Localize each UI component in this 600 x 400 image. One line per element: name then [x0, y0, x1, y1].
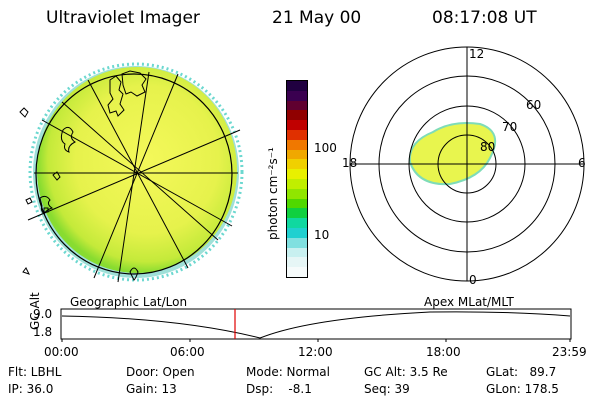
filter-status: Flt: LBHL	[8, 365, 62, 379]
colorbar-swatch	[287, 100, 307, 111]
time-tick-0600: 06:00	[170, 345, 205, 359]
colorbar-swatch	[287, 120, 307, 130]
glon-status: GLon: 178.5	[486, 382, 559, 396]
time-label: 08:17:08 UT	[432, 8, 537, 28]
mlt-label-18: 18	[342, 156, 357, 170]
date-label: 21 May 00	[272, 8, 362, 28]
polar-mlt-plot: 12 18 6 0 60 70 80	[342, 46, 586, 284]
gc-alt-status: GC Alt: 3.5 Re	[364, 365, 448, 379]
colorbar-swatch	[287, 81, 307, 91]
colorbar-swatch	[287, 247, 307, 258]
time-tick-2359: 23:59	[552, 345, 587, 359]
mlat-label-80: 80	[480, 140, 495, 154]
mlt-label-0: 0	[469, 273, 477, 284]
colorbar-swatch	[287, 198, 307, 209]
time-tick-1200: 12:00	[298, 345, 333, 359]
colorbar-tick-10: 10	[314, 228, 330, 242]
alt-panel-left-title: Geographic Lat/Lon	[70, 295, 188, 309]
colorbar-label: photon cm⁻²s⁻¹	[266, 147, 280, 240]
colorbar-swatch	[287, 90, 307, 101]
colorbar-tick-100: 100	[314, 141, 337, 155]
time-tick-0000: 00:00	[44, 345, 79, 359]
colorbar-swatch	[287, 169, 307, 179]
colorbar-swatch	[287, 178, 307, 189]
mlt-label-12: 12	[469, 47, 484, 61]
colorbar	[286, 80, 308, 278]
colorbar-swatch	[287, 208, 307, 219]
ip-status: IP: 36.0	[8, 382, 54, 396]
app-title: Ultraviolet Imager	[46, 8, 200, 28]
colorbar-swatch	[287, 227, 307, 238]
seq-status: Seq: 39	[364, 382, 410, 396]
glat-status: GLat: 89.7	[486, 365, 557, 379]
gain-status: Gain: 13	[126, 382, 177, 396]
colorbar-swatch	[287, 237, 307, 248]
auroral-oval	[408, 122, 497, 186]
colorbar-swatch	[287, 267, 307, 277]
dsp-status: Dsp: -8.1	[246, 382, 312, 396]
colorbar-swatch	[287, 218, 307, 228]
colorbar-swatch	[287, 149, 307, 160]
colorbar-swatch	[287, 257, 307, 268]
altitude-curve	[61, 311, 571, 339]
colorbar-swatch	[287, 110, 307, 121]
colorbar-swatch	[287, 159, 307, 170]
mlat-label-60: 60	[526, 98, 541, 112]
altitude-timeline	[60, 308, 572, 342]
coastlines	[19, 70, 147, 281]
door-status: Door: Open	[126, 365, 195, 379]
mode-status: Mode: Normal	[246, 365, 330, 379]
colorbar-swatch	[287, 129, 307, 140]
alt-ytick-bottom: 1.8	[33, 325, 53, 339]
time-tick-1800: 18:00	[426, 345, 461, 359]
alt-panel-right-title: Apex MLat/MLT	[424, 295, 514, 309]
colorbar-swatch	[287, 188, 307, 199]
uv-image-geographic	[19, 62, 244, 283]
colorbar-swatch	[287, 139, 307, 150]
mlt-label-6: 6	[578, 156, 586, 170]
meridian-lines	[27, 71, 241, 283]
alt-ytick-top: 9.0	[33, 307, 53, 321]
mlat-label-70: 70	[502, 120, 517, 134]
